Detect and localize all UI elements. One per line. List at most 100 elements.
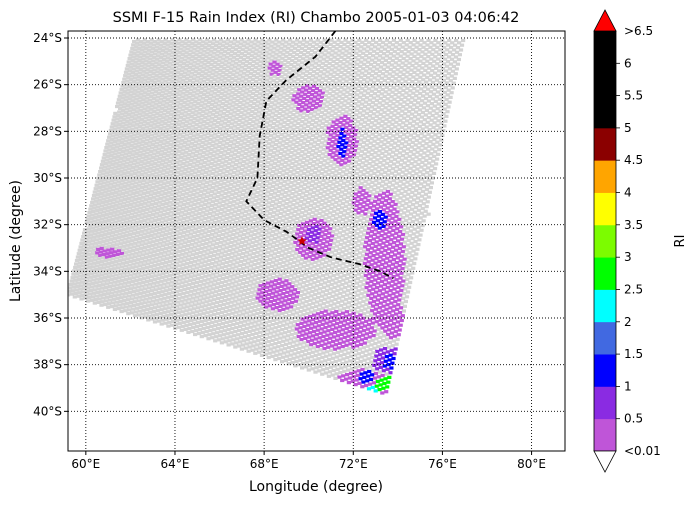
swath-pixel [181, 161, 186, 166]
swath-pixel [346, 86, 351, 90]
swath-pixel [334, 244, 339, 248]
swath-pixel [110, 217, 115, 221]
swath-pixel [335, 180, 340, 184]
swath-pixel [348, 166, 354, 170]
swath-pixel [102, 194, 107, 198]
swath-pixel [279, 147, 284, 151]
swath-pixel [357, 239, 362, 243]
swath-pixel [423, 85, 428, 89]
swath-pixel [344, 94, 349, 99]
swath-pixel [155, 194, 160, 198]
swath-pixel [316, 169, 321, 173]
swath-pixel [303, 44, 309, 48]
swath-pixel [218, 211, 223, 215]
swath-pixel [355, 151, 360, 155]
rain-pixel [371, 208, 376, 213]
swath-pixel [269, 178, 274, 182]
swath-pixel [397, 123, 402, 127]
swath-pixel [268, 119, 273, 123]
swath-pixel [135, 148, 140, 152]
swath-pixel [325, 192, 330, 196]
swath-pixel [136, 62, 141, 66]
swath-pixel [257, 124, 262, 128]
swath-pixel [137, 128, 142, 132]
swath-pixel [309, 199, 314, 203]
swath-pixel [341, 77, 346, 81]
swath-pixel [423, 180, 428, 184]
rain-pixel [383, 265, 388, 270]
swath-pixel [426, 87, 431, 91]
swath-pixel [289, 77, 294, 81]
rain-pixel [399, 237, 405, 241]
swath-pixel [225, 69, 230, 73]
swath-pixel [262, 86, 267, 90]
swath-pixel [374, 114, 379, 118]
swath-pixel [302, 82, 307, 86]
swath-pixel [406, 98, 411, 102]
swath-pixel [259, 116, 264, 120]
swath-pixel [247, 136, 252, 140]
rain-pixel [367, 194, 372, 198]
swath-pixel [148, 137, 154, 141]
swath-pixel [299, 199, 304, 204]
swath-pixel [388, 176, 394, 180]
swath-pixel [186, 211, 191, 216]
swath-pixel [176, 153, 181, 157]
swath-pixel [162, 54, 168, 58]
swath-pixel [132, 39, 137, 44]
swath-pixel [324, 44, 329, 49]
swath-pixel [234, 44, 239, 48]
rain-pixel [320, 246, 325, 250]
swath-pixel [384, 178, 390, 182]
swath-pixel [185, 73, 191, 77]
rain-pixel [385, 239, 390, 243]
swath-pixel [193, 185, 198, 189]
swath-pixel [368, 125, 373, 129]
swath-pixel [397, 167, 402, 171]
swath-pixel [330, 49, 335, 53]
swath-pixel [398, 102, 403, 106]
swath-pixel [414, 94, 419, 98]
swath-pixel [416, 243, 421, 247]
swath-pixel [267, 216, 272, 220]
swath-pixel [160, 106, 165, 110]
swath-pixel [118, 119, 123, 123]
swath-pixel [379, 124, 384, 128]
swath-pixel [125, 145, 130, 149]
swath-pixel [214, 184, 219, 188]
swath-pixel [304, 73, 309, 77]
swath-pixel [252, 56, 257, 60]
swath-pixel [244, 191, 249, 195]
swath-pixel [316, 63, 321, 67]
swath-pixel [259, 189, 264, 193]
swath-pixel [127, 84, 132, 88]
swath-pixel [426, 55, 431, 59]
swath-pixel [154, 73, 159, 77]
swath-pixel [386, 108, 391, 112]
swath-pixel [122, 172, 127, 176]
swath-pixel [335, 57, 340, 61]
swath-pixel [218, 127, 223, 131]
swath-pixel [179, 73, 184, 77]
swath-pixel [174, 121, 179, 125]
swath-pixel [208, 137, 213, 142]
swath-pixel [148, 166, 153, 170]
swath-pixel [417, 221, 422, 225]
swath-pixel [228, 40, 233, 44]
rain-pixel [334, 122, 339, 126]
swath-pixel [224, 202, 229, 206]
swath-pixel [254, 122, 259, 126]
swath-pixel [252, 188, 257, 192]
swath-pixel [150, 216, 155, 220]
rain-pixel [307, 255, 312, 259]
swath-pixel [348, 247, 353, 251]
swath-pixel [166, 150, 171, 154]
swath-pixel [204, 98, 209, 102]
swath-pixel [248, 89, 253, 93]
swath-pixel [108, 211, 113, 215]
rain-pixel [394, 278, 399, 282]
swath-pixel [144, 59, 149, 63]
swath-pixel [221, 243, 226, 247]
swath-pixel [281, 229, 286, 233]
swath-pixel [104, 146, 109, 150]
